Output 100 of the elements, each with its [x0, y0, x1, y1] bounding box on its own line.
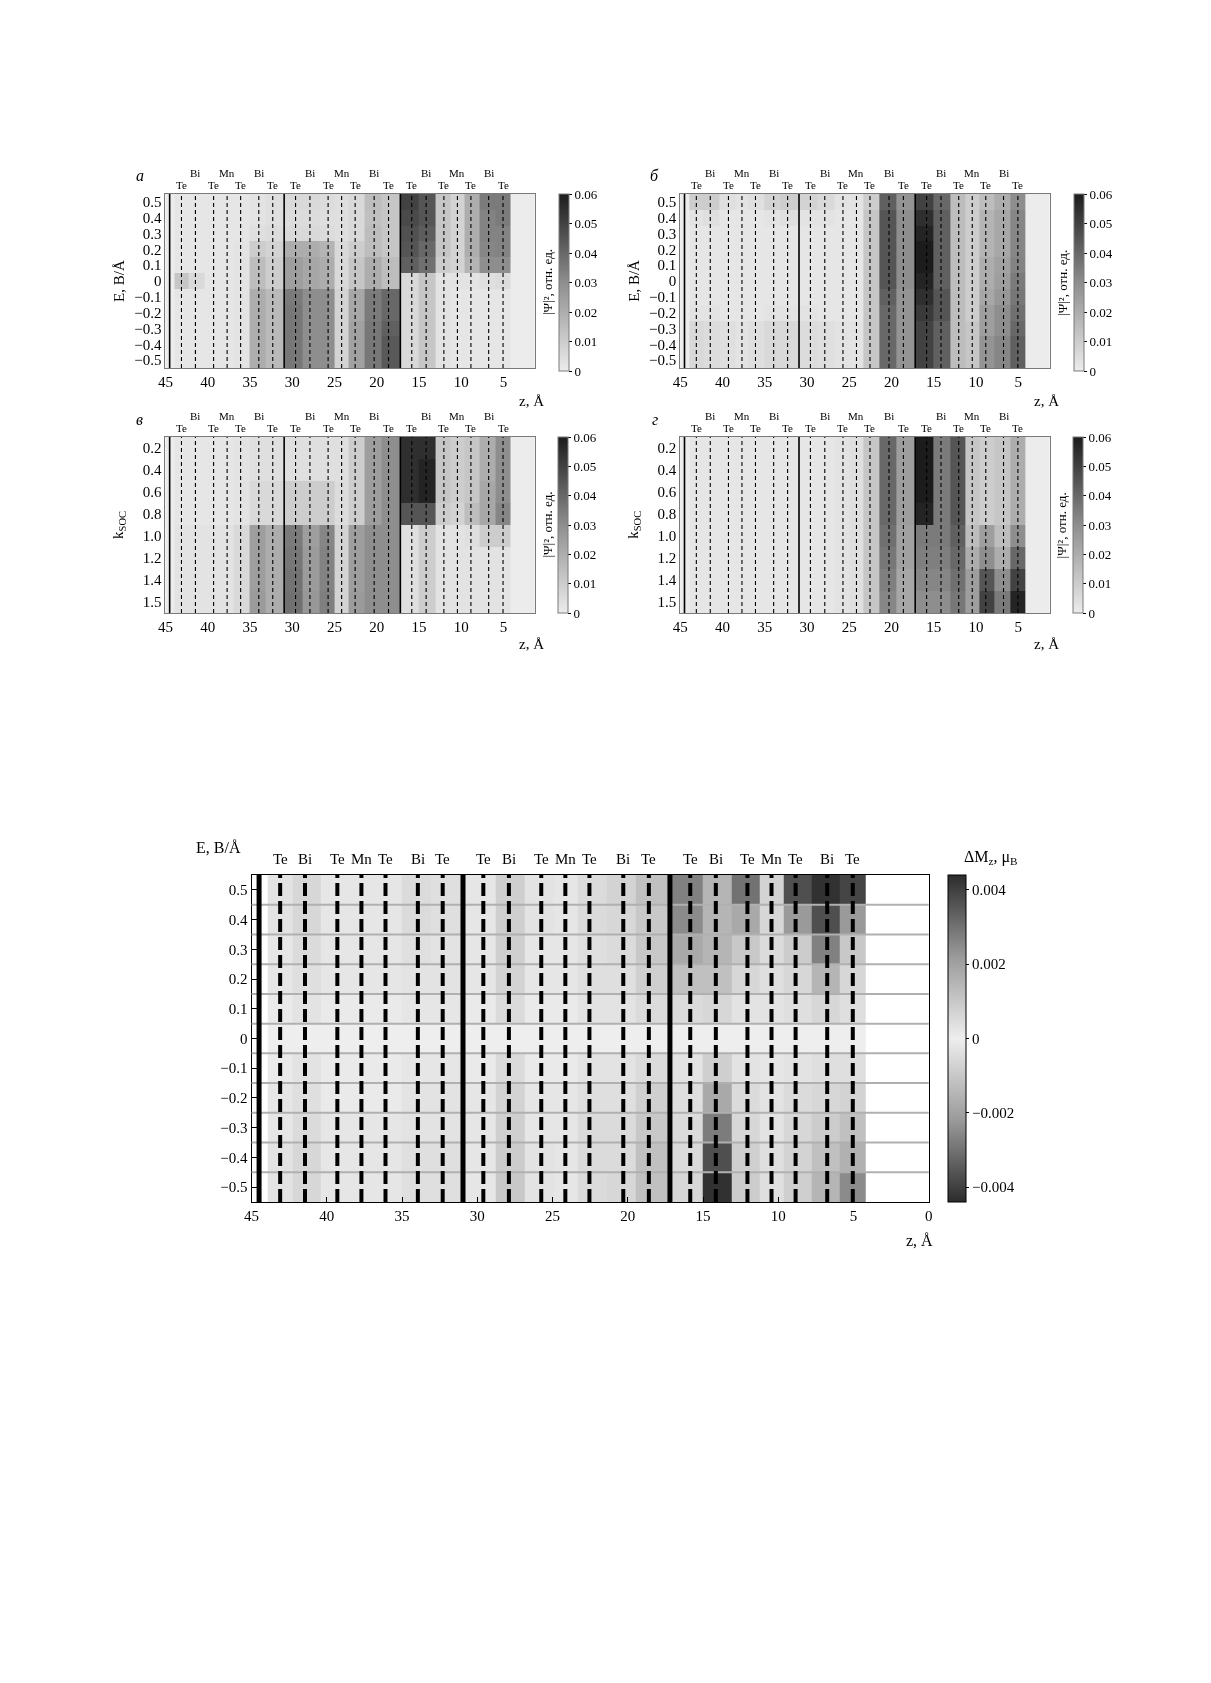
y-tick-label: 1.2: [657, 550, 677, 567]
y-tick-label: 0.2: [142, 440, 162, 457]
ref-line-label: Te: [740, 851, 756, 867]
ref-line-label: Te: [176, 422, 187, 434]
ref-line-label: Bi: [254, 167, 265, 179]
y-tick-label: 0: [153, 273, 162, 290]
y-tick-label: 1.4: [142, 572, 162, 589]
ref-line-label: Te: [723, 422, 734, 434]
x-tick-label: 45: [672, 619, 688, 635]
y-tick-label: 0.6: [657, 484, 677, 501]
ref-line-label: Bi: [769, 410, 780, 422]
ref-line-label: Te: [435, 851, 451, 867]
color-bar-label: 0.02: [574, 304, 598, 320]
color-bar-label: 0.04: [1088, 488, 1112, 504]
ref-line-label: Te: [921, 179, 932, 191]
x-tick-label: 40: [200, 619, 216, 635]
x-tick-label: 30: [799, 374, 815, 390]
ref-line-label: Te: [438, 422, 449, 434]
y-tick-label: −0.1: [220, 1060, 248, 1077]
ref-line-label: Bi: [254, 410, 265, 422]
x-tick-label: 10: [453, 619, 469, 635]
color-bar-label: 0.04: [574, 245, 598, 261]
ref-line-label: Te: [898, 179, 909, 191]
ref-line-label: Bi: [369, 410, 380, 422]
y-tick-label: 0.2: [228, 971, 248, 988]
x-tick-label: 10: [968, 619, 984, 635]
color-bar-label: 0.03: [573, 517, 597, 533]
x-tick-label: 10: [770, 1208, 786, 1224]
y-tick-label: 0.5: [142, 194, 162, 211]
ref-line-label: Mn: [334, 167, 350, 179]
ref-line-label: Bi: [936, 167, 947, 179]
ref-line-label: Te: [683, 851, 699, 867]
x-tick-label: 25: [326, 374, 342, 390]
color-bar-label: 0.06: [574, 186, 598, 202]
ref-line-label: Bi: [484, 410, 495, 422]
x-tick-label: 40: [200, 374, 216, 390]
color-bar-title: |Ψ|², отн. ед.: [540, 248, 556, 316]
x-tick-label: 20: [884, 374, 900, 390]
y-tick-label: 0.2: [142, 241, 162, 258]
x-tick-label: 15: [926, 374, 942, 390]
color-bar-label: 0.004: [972, 882, 1007, 899]
color-bar-label: 0.03: [1089, 275, 1113, 291]
y-tick-label: 0.3: [142, 225, 162, 242]
chart-title: а: [136, 167, 144, 184]
y-tick-label: −0.4: [649, 336, 677, 353]
ref-line-label: Bi: [369, 167, 380, 179]
y-tick-label: −0.3: [134, 320, 162, 337]
x-tick-label: 35: [394, 1208, 410, 1224]
color-bar-label: 0.002: [972, 956, 1006, 973]
ref-line-label: Mn: [219, 167, 235, 179]
chart-title: г: [652, 411, 659, 428]
ref-line-label: Te: [782, 422, 793, 434]
x-tick-label: 20: [369, 374, 385, 390]
color-bar-label: 0.02: [1088, 546, 1112, 562]
ref-line-label: Te: [498, 179, 509, 191]
x-tick-label: 30: [469, 1208, 485, 1224]
y-tick-label: −0.2: [220, 1090, 248, 1107]
x-tick-label: 30: [284, 619, 300, 635]
x-tick-label: 5: [499, 374, 508, 390]
ref-line-label: Te: [267, 179, 278, 191]
color-bar-label: 0.01: [1088, 576, 1112, 592]
x-tick-label: 35: [757, 619, 773, 635]
ref-line-label: Te: [953, 179, 964, 191]
ref-line-label: Mn: [449, 167, 465, 179]
ref-line-label: Bi: [705, 410, 716, 422]
y-tick-label: −0.1: [649, 289, 677, 306]
y-tick-label: 1.4: [657, 572, 677, 589]
ref-line-label: Bi: [421, 167, 432, 179]
y-tick-label: 1.5: [142, 594, 162, 611]
ref-line-label: Bi: [190, 167, 201, 179]
ref-line-label: Te: [953, 422, 964, 434]
ref-line-label: Te: [750, 422, 761, 434]
y-tick-label: 0.6: [142, 484, 162, 501]
y-axis-title: E, В/Å: [110, 260, 127, 302]
y-axis-title: E, В/Å: [625, 259, 642, 302]
chart-title: б: [650, 167, 659, 184]
ref-line-label: Mn: [964, 410, 980, 422]
y-tick-label: −0.2: [134, 304, 162, 321]
x-tick-label: 40: [715, 374, 731, 390]
ref-line-label: Bi: [999, 410, 1010, 422]
ref-line-label: Te: [691, 179, 702, 191]
y-tick-label: 1.5: [657, 594, 677, 611]
y-tick-label: 0.4: [657, 462, 677, 479]
ref-line-label: Bi: [421, 410, 432, 422]
ref-line-label: Te: [235, 179, 246, 191]
y-tick-label: 0.4: [142, 462, 162, 479]
y-tick-label: 0.4: [228, 911, 249, 928]
y-tick-label: −0.3: [220, 1119, 248, 1136]
x-tick-label: 35: [242, 374, 258, 390]
ref-line-label: Te: [980, 179, 991, 191]
ref-line-label: Bi: [305, 167, 316, 179]
x-tick-label: 15: [411, 374, 427, 390]
x-tick-label: 25: [545, 1208, 561, 1224]
ref-line-label: Te: [864, 179, 875, 191]
y-tick-label: 0.1: [657, 257, 677, 274]
ref-line-label: Te: [290, 422, 301, 434]
ref-line-label: Te: [323, 422, 334, 434]
ref-line-label: Bi: [884, 410, 895, 422]
ref-line-label: Te: [208, 422, 219, 434]
y-tick-label: 0.8: [657, 506, 677, 523]
